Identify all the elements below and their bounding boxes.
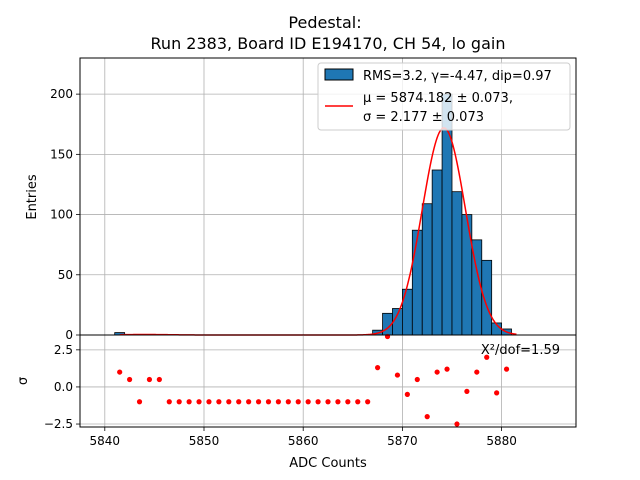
top-y-tick-label: 100	[50, 208, 73, 222]
residual-point	[236, 399, 242, 405]
top-y-tick-label: 50	[58, 268, 73, 282]
residual-point	[265, 399, 272, 405]
residual-point	[414, 376, 420, 383]
residual-point	[494, 390, 500, 396]
residual-point	[127, 376, 133, 383]
histogram-bar	[451, 191, 463, 336]
histogram-bar	[421, 203, 433, 336]
residual-point	[136, 399, 143, 405]
legend-hist-swatch	[324, 68, 354, 81]
residual-point	[315, 399, 321, 405]
residual-point	[335, 399, 341, 405]
top-y-ticks: 0 50 100 150 200	[50, 87, 80, 342]
residual-point	[305, 399, 311, 405]
residual-points	[117, 333, 510, 427]
bottom-panel-frame	[79, 334, 577, 428]
chi2-annotation: X²/dof=1.59	[481, 343, 560, 358]
residual-point	[434, 369, 440, 375]
chart-title-line1: Pedestal:	[288, 13, 361, 32]
residual-point	[404, 391, 410, 397]
legend: RMS=3.2, γ=-4.47, dip=0.97 μ = 5874.182 …	[317, 62, 571, 131]
top-y-axis-label: Entries	[25, 174, 40, 220]
residual-point	[146, 376, 153, 383]
residual-point	[275, 399, 281, 405]
residual-point	[474, 369, 480, 375]
residual-point	[186, 399, 192, 405]
residual-point	[176, 399, 182, 405]
top-y-tick-label: 0	[65, 328, 73, 342]
residual-point	[117, 369, 123, 375]
residual-point	[484, 354, 490, 360]
x-tick-label: 5870	[387, 434, 418, 448]
residual-point	[255, 399, 262, 405]
residual-point	[375, 365, 381, 371]
legend-fit-label-sigma: σ = 2.177 ± 0.073	[363, 110, 484, 125]
bottom-panel-grid	[80, 335, 576, 427]
legend-fit-label-mu: μ = 5874.182 ± 0.073,	[363, 91, 513, 106]
residual-point	[325, 399, 331, 405]
residual-point	[355, 399, 361, 405]
x-axis-label: ADC Counts	[289, 456, 367, 471]
residual-point	[345, 399, 351, 405]
top-y-tick-label: 150	[50, 147, 73, 161]
residual-point	[246, 399, 252, 405]
bottom-y-tick-label: 2.5	[54, 343, 73, 357]
residual-point	[196, 399, 202, 405]
residual-point	[444, 366, 450, 372]
residual-point	[226, 399, 232, 405]
residual-point	[365, 399, 371, 405]
histogram-bar	[411, 229, 423, 336]
histogram-bars	[114, 93, 512, 336]
legend-hist-label: RMS=3.2, γ=-4.47, dip=0.97	[363, 69, 552, 84]
x-tick-label: 5880	[486, 434, 517, 448]
residual-point	[166, 399, 172, 405]
x-tick-label: 5850	[189, 434, 220, 448]
residual-point	[216, 399, 222, 405]
residual-point	[394, 372, 401, 378]
bottom-y-tick-label: 0.0	[54, 380, 73, 394]
top-y-tick-label: 200	[50, 87, 73, 101]
residual-point	[295, 399, 301, 405]
residual-point	[424, 414, 430, 420]
residual-point	[156, 376, 162, 383]
residual-point	[206, 399, 212, 405]
bottom-y-axis-label: σ	[16, 377, 31, 385]
x-ticks: 5840 5850 5860 5870 5880	[90, 427, 517, 448]
x-tick-label: 5840	[90, 434, 121, 448]
histogram-bar	[431, 169, 443, 336]
chart-title-line2: Run 2383, Board ID E194170, CH 54, lo ga…	[151, 34, 506, 53]
bottom-y-ticks: −2.5 0.0 2.5	[44, 343, 80, 431]
residual-point	[464, 388, 470, 394]
x-tick-label: 5860	[288, 434, 319, 448]
residual-point	[285, 399, 291, 405]
residual-point	[454, 421, 460, 427]
residual-point	[503, 366, 510, 372]
histogram-bar	[461, 214, 473, 336]
bottom-y-tick-label: −2.5	[44, 417, 73, 431]
legend-box	[317, 62, 571, 131]
